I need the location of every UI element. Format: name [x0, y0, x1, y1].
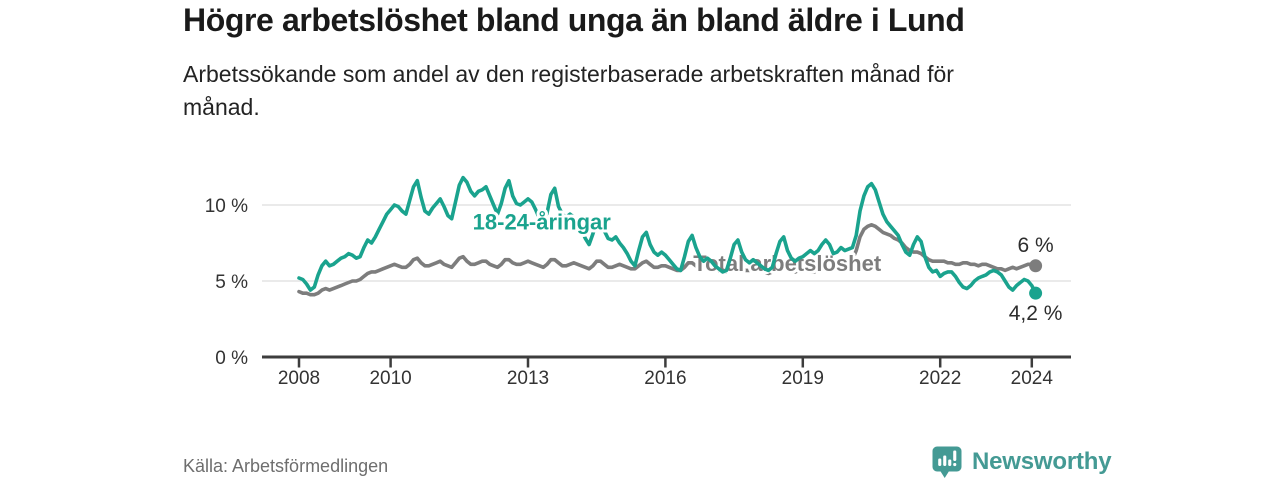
y-tick-label: 0 %: [215, 348, 248, 369]
x-tick-label: 2019: [782, 368, 824, 389]
series-end-dot-18-24-åringar: [1029, 286, 1043, 300]
x-tick-label: 2024: [1011, 368, 1054, 389]
series-label-18-24-åringar: 18-24-åringar: [473, 210, 612, 235]
y-tick-label: 5 %: [215, 272, 248, 293]
newsworthy-logo: Newsworthy: [931, 444, 1112, 480]
x-tick-label: 2016: [644, 368, 686, 389]
newsworthy-wordmark: Newsworthy: [972, 448, 1112, 475]
x-tick-label: 2010: [369, 368, 411, 389]
source-note: Källa: Arbetsförmedlingen: [183, 456, 389, 476]
series-end-value-18-24-åringar: 4,2 %: [1009, 302, 1063, 325]
chart-subtitle: Arbetssökande som andel av den registerb…: [183, 61, 954, 120]
series-line-Total arbetslöshet: [297, 223, 1038, 297]
x-tick-label: 2022: [919, 368, 961, 389]
chart-title: Högre arbetslöshet bland unga än bland ä…: [183, 2, 965, 38]
y-tick-label: 10 %: [205, 196, 248, 217]
series-end-dot-Total arbetslöshet: [1029, 259, 1043, 273]
series-end-value-Total arbetslöshet: 6 %: [1018, 234, 1054, 257]
series-line-18-24-åringar: [297, 175, 1038, 296]
x-tick-label: 2013: [507, 368, 549, 389]
x-tick-label: 2008: [278, 368, 320, 389]
newsworthy-bubble-chart-icon: [932, 446, 962, 478]
